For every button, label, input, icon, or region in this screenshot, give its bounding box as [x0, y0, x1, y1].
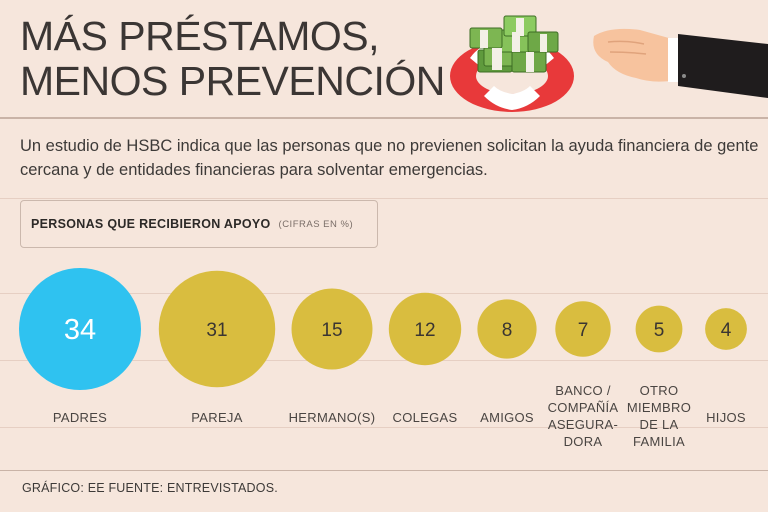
bubble-3	[291, 288, 373, 370]
hand-icon	[593, 28, 768, 98]
legend-title: PERSONAS QUE RECIBIERON APOYO	[31, 217, 271, 231]
category-label-3: HERMANO(S)	[289, 410, 376, 425]
category-label-6: BANCO / COMPAÑÍA ASEGURA-DORA	[548, 383, 619, 449]
bg-rule	[0, 427, 768, 428]
bubble-value-8: 4	[721, 320, 732, 341]
bubble-value-5: 8	[502, 320, 513, 341]
category-label-5: AMIGOS	[480, 410, 534, 425]
bg-rule	[0, 360, 768, 361]
bubble-value-3: 15	[321, 320, 342, 341]
page-title: MÁS PRÉSTAMOS, MENOS PREVENCIÓN	[20, 14, 445, 104]
category-label-8: HIJOS	[706, 410, 746, 425]
bubble-chart: 34 PADRES 31 PAREJA 15 HERMANO(S) 12 COLEGAS 8 AM…	[19, 268, 747, 449]
bubble-2	[158, 270, 276, 388]
bubble-value-7: 5	[654, 320, 665, 341]
footer-divider	[0, 470, 768, 471]
header-divider	[0, 117, 768, 119]
title-line-2: MENOS PREVENCIÓN	[20, 58, 445, 104]
footer-source: GRÁFICO: EE FUENTE: ENTREVISTADOS.	[22, 481, 278, 495]
legend-box: PERSONAS QUE RECIBIERON APOYO (CIFRAS EN…	[20, 200, 378, 248]
bubble-8	[705, 308, 747, 350]
bubble-7	[635, 305, 683, 353]
money-stack-icon	[469, 15, 559, 73]
bubble-value-2: 31	[206, 320, 227, 341]
bubble-value-1: 34	[64, 314, 96, 346]
category-label-7: OTRO MIEMBRO DE LA FAMILIA	[627, 383, 691, 449]
category-label-4: COLEGAS	[393, 410, 458, 425]
bubble-5	[477, 299, 537, 359]
bubble-4	[388, 292, 462, 366]
bubble-1	[19, 268, 141, 390]
bubble-value-4: 12	[414, 320, 435, 341]
category-label-2: PAREJA	[191, 410, 242, 425]
category-label-1: PADRES	[53, 410, 107, 425]
bg-rule	[0, 198, 768, 199]
bg-rule	[0, 293, 768, 294]
legend-unit: (CIFRAS EN %)	[278, 218, 354, 230]
intro-text: Un estudio de HSBC indica que las person…	[20, 137, 759, 179]
bubble-value-6: 7	[578, 320, 589, 341]
bubble-6	[555, 301, 611, 357]
money-lifebuoy-illustration	[450, 15, 768, 112]
bubble-group: 34 PADRES 31 PAREJA 15 HERMANO(S) 12 COLEGAS 8 AM…	[19, 268, 747, 449]
title-line-1: MÁS PRÉSTAMOS,	[20, 13, 380, 59]
